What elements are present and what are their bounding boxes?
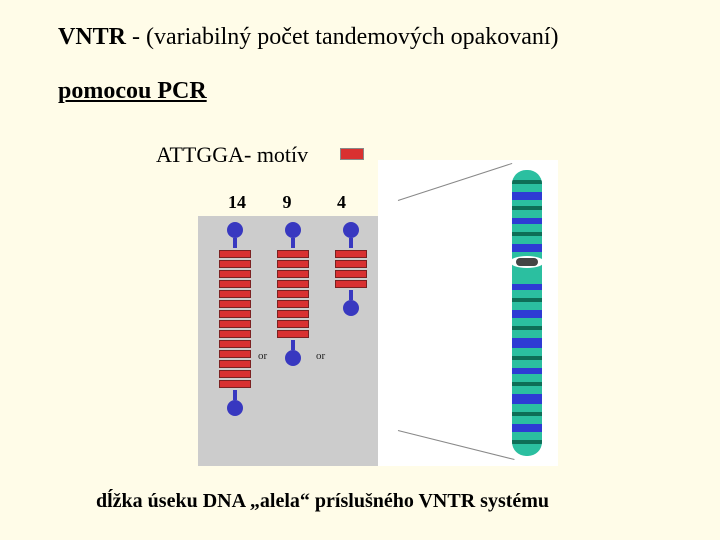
title-rest: - (variabilný počet tandemových opakovan… bbox=[126, 24, 559, 50]
repeat-unit-icon bbox=[277, 250, 309, 258]
or-label-1: or bbox=[258, 350, 267, 362]
repeat-unit-icon bbox=[335, 260, 367, 268]
guide-line-top bbox=[398, 163, 512, 201]
repeat-unit-icon bbox=[277, 300, 309, 308]
chromosome-band bbox=[512, 284, 542, 290]
chromosome-band bbox=[512, 338, 542, 348]
repeat-counts-row: 14 9 4 bbox=[228, 192, 367, 213]
connector-line bbox=[349, 290, 353, 300]
motif-swatch-icon bbox=[340, 148, 364, 160]
flank-dot-icon bbox=[343, 222, 359, 238]
chromosome-band bbox=[512, 310, 542, 318]
count-4: 4 bbox=[337, 192, 367, 213]
repeat-unit-icon bbox=[219, 270, 251, 278]
chromosome-band bbox=[512, 192, 542, 200]
repeat-unit-icon bbox=[219, 280, 251, 288]
repeat-unit-icon bbox=[219, 290, 251, 298]
guide-line-bottom bbox=[398, 430, 515, 460]
repeat-unit-icon bbox=[219, 250, 251, 258]
repeat-unit-icon bbox=[219, 360, 251, 368]
repeat-unit-icon bbox=[219, 320, 251, 328]
title-bold: VNTR bbox=[58, 24, 126, 50]
repeat-unit-icon bbox=[219, 340, 251, 348]
connector-line bbox=[233, 390, 237, 400]
subtitle: pomocou PCR bbox=[58, 78, 207, 105]
or-label-2: or bbox=[316, 350, 325, 362]
flank-dot-icon bbox=[227, 222, 243, 238]
chromosome-band bbox=[512, 232, 542, 236]
repeat-unit-icon bbox=[335, 280, 367, 288]
repeat-unit-icon bbox=[335, 250, 367, 258]
chromosome-body bbox=[512, 170, 542, 456]
repeat-unit-icon bbox=[277, 320, 309, 328]
repeat-unit-icon bbox=[335, 270, 367, 278]
chromosome-band bbox=[512, 368, 542, 374]
repeat-unit-icon bbox=[219, 260, 251, 268]
centromere-core bbox=[516, 258, 538, 266]
count-14: 14 bbox=[228, 192, 278, 213]
page-title: VNTR - (variabilný počet tandemových opa… bbox=[58, 24, 559, 51]
repeat-unit-icon bbox=[219, 300, 251, 308]
connector-line bbox=[233, 238, 237, 248]
connector-line bbox=[291, 340, 295, 350]
chromosome-band bbox=[512, 382, 542, 386]
repeat-unit-icon bbox=[277, 330, 309, 338]
count-9: 9 bbox=[283, 192, 333, 213]
repeat-unit-icon bbox=[277, 260, 309, 268]
chromosome-band bbox=[512, 424, 542, 432]
flank-dot-icon bbox=[285, 222, 301, 238]
repeat-unit-icon bbox=[219, 310, 251, 318]
allele-col-9 bbox=[272, 222, 314, 366]
chromosome-band bbox=[512, 356, 542, 360]
footer-caption: dĺžka úseku DNA „alela“ príslušného VNTR… bbox=[96, 490, 549, 513]
flank-dot-icon bbox=[285, 350, 301, 366]
repeat-unit-icon bbox=[219, 380, 251, 388]
motif-label: ATTGGA- motív bbox=[156, 142, 308, 168]
connector-line bbox=[291, 238, 295, 248]
repeat-unit-icon bbox=[277, 290, 309, 298]
chromosome-band bbox=[512, 206, 542, 210]
chromosome-band bbox=[512, 244, 542, 252]
repeat-unit-icon bbox=[277, 270, 309, 278]
connector-line bbox=[349, 238, 353, 248]
chromosome-panel bbox=[378, 160, 558, 466]
chromosome-band bbox=[512, 412, 542, 416]
repeat-unit-icon bbox=[219, 370, 251, 378]
chromosome-band bbox=[512, 326, 542, 330]
repeat-unit-icon bbox=[277, 280, 309, 288]
repeat-unit-icon bbox=[219, 330, 251, 338]
flank-dot-icon bbox=[227, 400, 243, 416]
chromosome-band bbox=[512, 298, 542, 302]
allele-col-4 bbox=[330, 222, 372, 316]
chromosome-band bbox=[512, 180, 542, 184]
alleles-panel: or or bbox=[198, 216, 378, 466]
repeat-unit-icon bbox=[219, 350, 251, 358]
chromosome-band bbox=[512, 394, 542, 404]
repeat-unit-icon bbox=[277, 310, 309, 318]
flank-dot-icon bbox=[343, 300, 359, 316]
chromosome-band bbox=[512, 440, 542, 444]
chromosome-band bbox=[512, 218, 542, 224]
allele-col-14 bbox=[214, 222, 256, 416]
